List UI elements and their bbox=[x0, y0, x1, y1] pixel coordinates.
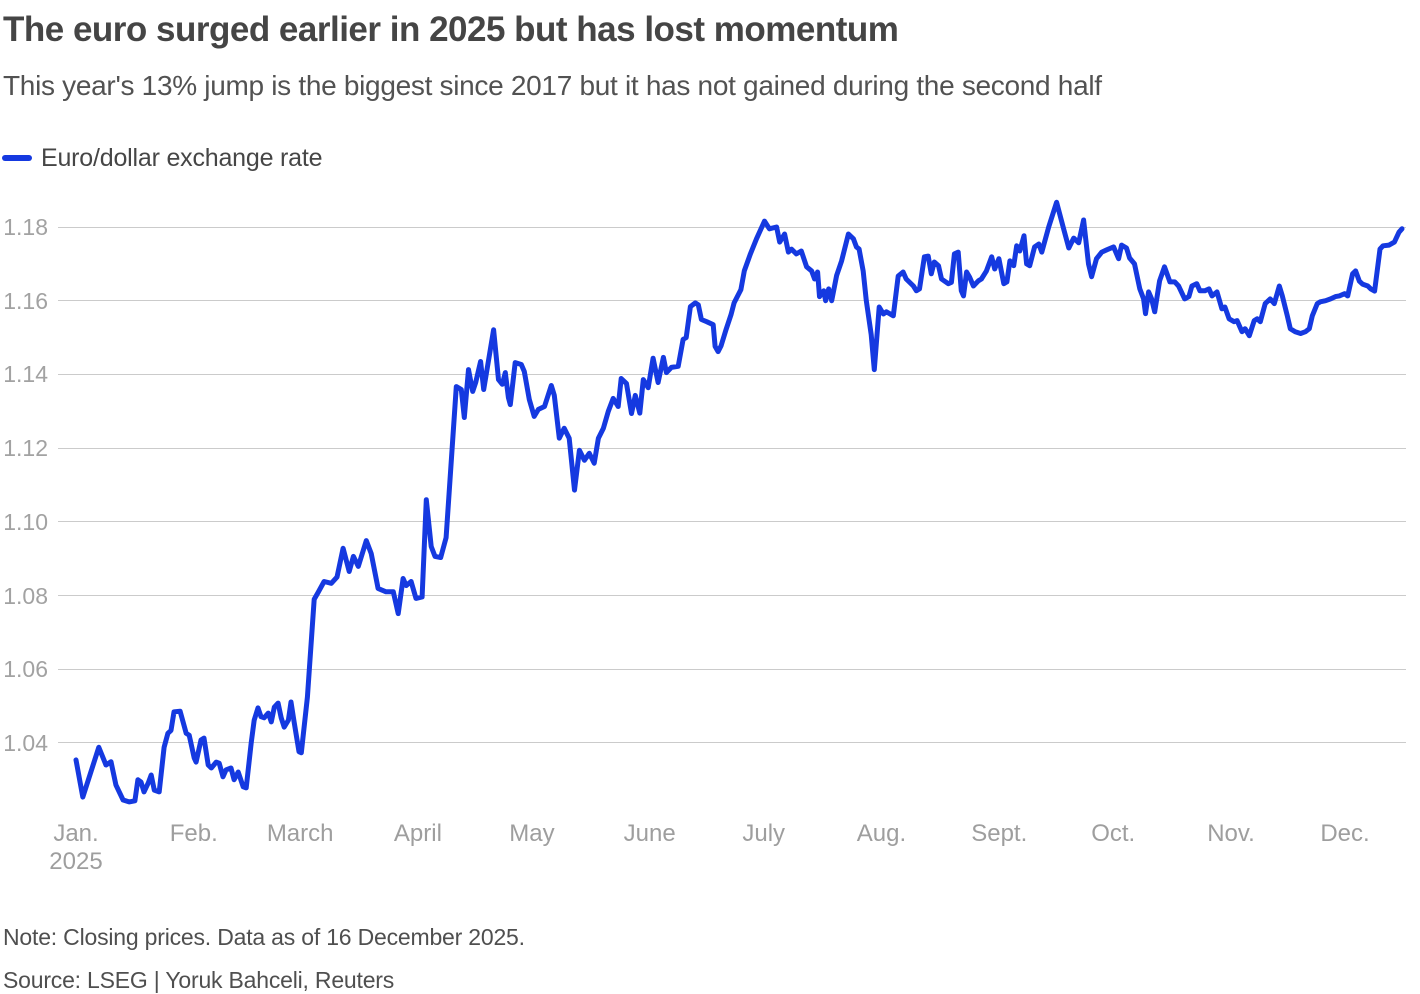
y-tick-label: 1.18 bbox=[3, 214, 48, 240]
page-subtitle: This year's 13% jump is the biggest sinc… bbox=[3, 70, 1102, 101]
gridline-1.14 bbox=[58, 373, 1406, 375]
x-tick-aug: Aug. bbox=[856, 820, 907, 847]
y-tick-label: 1.14 bbox=[3, 361, 48, 388]
x-tick-nov: Nov. bbox=[1207, 820, 1255, 847]
x-tick-jan: Jan. 2025 bbox=[21, 820, 131, 876]
legend: Euro/dollar exchange rate bbox=[2, 144, 322, 172]
x-tick-july: July bbox=[742, 820, 786, 847]
y-tick-label: 1.04 bbox=[3, 729, 48, 756]
y-tick-label: 1.08 bbox=[3, 582, 48, 609]
gridline-1.06 bbox=[58, 668, 1406, 670]
y-tick-label: 1.16 bbox=[3, 287, 48, 314]
gridline-1.08 bbox=[58, 595, 1406, 596]
x-tick-oct: Oct. bbox=[1091, 820, 1136, 847]
legend-line-swatch-icon bbox=[2, 155, 32, 161]
x-tick-year: 2025 bbox=[49, 848, 103, 875]
x-tick-march: March bbox=[266, 820, 334, 847]
gridline-1.18 bbox=[58, 226, 1406, 228]
x-tick-june: June bbox=[623, 820, 676, 847]
gridline-1.04 bbox=[58, 742, 1406, 744]
gridline-1.10 bbox=[58, 521, 1406, 523]
legend-label: Euro/dollar exchange rate bbox=[41, 143, 323, 172]
page-title: The euro surged earlier in 2025 but has … bbox=[3, 10, 899, 49]
y-tick-label: 1.10 bbox=[3, 508, 48, 535]
x-tick-feb: Feb. bbox=[169, 820, 218, 847]
y-tick-label: 1.12 bbox=[3, 435, 48, 462]
chart-source: Source: LSEG | Yoruk Bahceli, Reuters bbox=[3, 967, 395, 993]
y-tick-label: 1.06 bbox=[3, 656, 48, 683]
gridline-1.12 bbox=[58, 447, 1406, 449]
x-tick-sept: Sept. bbox=[971, 820, 1028, 847]
chart-note: Note: Closing prices. Data as of 16 Dece… bbox=[3, 924, 525, 950]
x-tick-may: May bbox=[509, 820, 555, 847]
x-tick-dec: Dec. bbox=[1320, 820, 1370, 847]
euro-dollar-rate-line bbox=[73, 199, 1405, 805]
gridline-1.16 bbox=[58, 300, 1406, 302]
x-tick-april: April bbox=[393, 820, 442, 847]
